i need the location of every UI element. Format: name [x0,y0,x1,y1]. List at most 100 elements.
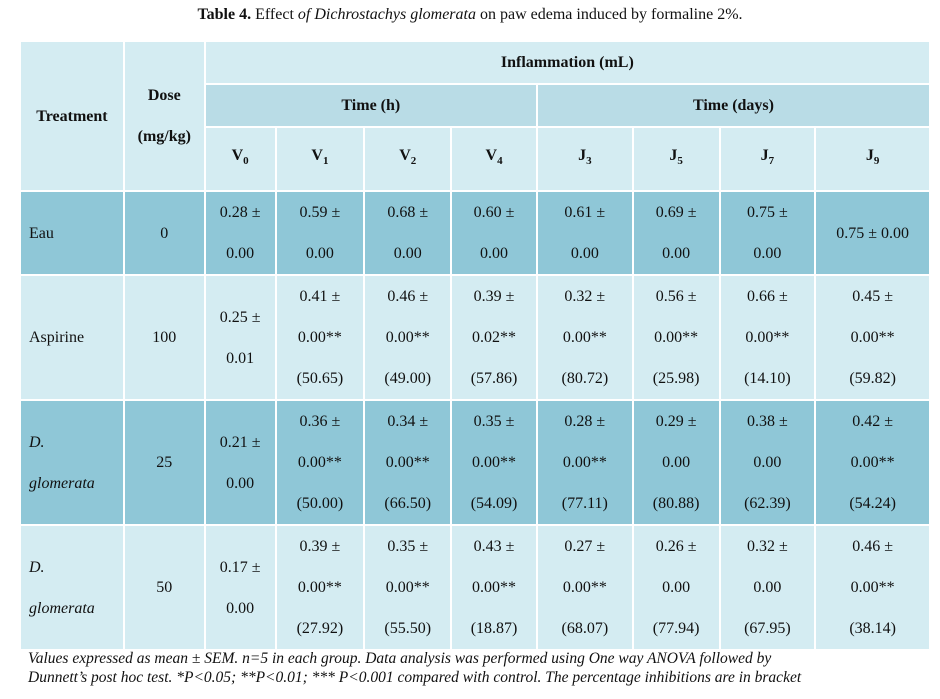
value-line: 0.28 ± [219,204,261,221]
value-cell: 0.66 ± 0.00** (14.10) [718,274,817,401]
caption-pre: Effect [251,6,298,23]
value-line: (80.72) [561,370,609,387]
value-cell: 0.29 ± 0.00 (80.88) [631,399,721,526]
column-header-base: V [485,147,498,165]
column-header-sub: 4 [497,155,503,168]
dose-cell: 25 [122,399,206,526]
value-line: 0.00 [226,245,255,262]
value-line: 0.00** [297,329,342,346]
value-cell: 0.27 ± 0.00** (68.07) [535,524,634,651]
table-row: Aspirine 100 0.25 ± 0.01 0.41 ± 0.00** (50.65)… [19,274,931,401]
value-line: 0.00 [393,245,422,262]
value-cell: 0.43 ± 0.00** (18.87) [450,524,538,651]
value-line: 0.00 [305,245,334,262]
value-cell: 0.75 ± 0.00 [814,190,931,276]
value-line: (77.94) [652,620,700,637]
value-line: (54.09) [470,495,518,512]
column-header: J3 [535,126,634,192]
column-header-sub: 9 [873,155,880,168]
value-line: (14.10) [744,370,791,387]
value-line: 0.36 ± [299,413,341,430]
value-line: 0.46 ± [852,538,894,555]
treatment-line: D. [29,558,45,576]
value-line: 0.43 ± [473,538,515,555]
value-cell: 0.42 ± 0.00** (54.24) [814,399,931,526]
treatment-cell: D. glomerata [19,524,125,651]
value-line: 0.00** [472,454,517,471]
value-line: (50.00) [296,495,344,512]
treatment-cell: D. glomerata [19,399,125,526]
column-header: J7 [718,126,817,192]
value-line: 0.00 [570,245,599,262]
treatment-cell: Eau [19,190,125,276]
header-inflammation: Inflammation (mL) [203,40,932,85]
value-line: (27.92) [296,620,344,637]
value-line: 0.69 ± [655,204,697,221]
table-row: D. glomerata 25 0.21 ± 0.00 0.36 ± 0.00** (50.0… [19,399,931,526]
footnote-line1: Values expressed as mean ± SEM. n=5 in e… [28,650,772,667]
value-line: 0.00 [662,245,691,262]
value-cell: 0.32 ± 0.00** (80.72) [535,274,634,401]
footnote-line2: Dunnett’s post hoc test. *P<0.05; **P<0.… [28,669,802,686]
value-cell: 0.36 ± 0.00** (50.00) [274,399,366,526]
column-header-sub: 5 [677,155,683,168]
caption-label: Table 4. [197,6,252,23]
value-line: 0.00 [753,454,782,471]
value-line: 0.00** [385,454,430,471]
value-line: 0.02** [472,329,517,346]
value-cell: 0.38 ± 0.00 (62.39) [718,399,817,526]
value-cell: 0.68 ± 0.00 [363,190,453,276]
value-line: 0.60 ± [473,204,515,221]
value-cell: 0.45 ± 0.00** (59.82) [814,274,931,401]
value-cell: 0.59 ± 0.00 [274,190,366,276]
header-dose-line2: (mg/kg) [137,128,191,145]
value-line: 0.38 ± [747,413,788,430]
column-header-sub: 3 [586,155,592,168]
value-line: (49.00) [384,370,432,387]
column-header-base: V [311,147,323,165]
value-cell: 0.61 ± 0.00 [535,190,634,276]
value-line: 0.21 ± [219,433,261,451]
treatment-line: D. [29,433,45,451]
header-time-hours: Time (h) [203,83,538,128]
value-cell: 0.34 ± 0.00** (66.50) [363,399,453,526]
value-line: 0.17 ± [219,558,261,576]
value-cell: 0.35 ± 0.00** (54.09) [450,399,538,526]
treatment-line: glomerata [29,599,95,617]
value-line: 0.32 ± [747,538,788,555]
dose-cell: 50 [122,524,206,651]
value-line: 0.00** [850,579,895,596]
column-header-base: J [865,147,874,165]
value-line: 0.41 ± [299,288,341,305]
footnote: Values expressed as mean ± SEM. n=5 in e… [28,649,928,687]
value-line: 0.00 [753,579,782,596]
value-line: 0.00** [472,579,517,596]
value-line: 0.27 ± [564,538,606,555]
value-line: 0.00** [385,579,430,596]
value-line: (59.82) [849,370,896,387]
value-line: 0.66 ± [747,288,788,305]
value-cell: 0.28 ± 0.00** (77.11) [535,399,634,526]
value-line: 0.34 ± [387,413,429,430]
value-cell: 0.17 ± 0.00 [203,524,277,651]
column-header-sub: 7 [768,155,775,168]
value-line: (68.07) [561,620,609,637]
value-line: 0.01 [226,349,255,367]
value-line: (18.87) [470,620,518,637]
column-header: V4 [450,126,538,192]
column-header-base: J [578,147,587,165]
value-line: 0.00** [850,454,895,471]
value-cell: 0.39 ± 0.02** (57.86) [450,274,538,401]
treatment-cell: Aspirine [19,274,125,401]
value-line: 0.00 [480,245,509,262]
value-line: 0.32 ± [564,288,606,305]
value-cell: 0.56 ± 0.00** (25.98) [631,274,721,401]
value-cell: 0.26 ± 0.00 (77.94) [631,524,721,651]
value-line: 0.00 [753,245,782,262]
value-cell: 0.28 ± 0.00 [203,190,277,276]
header-row-1: Treatment Dose (mg/kg) Inflammation (mL) [19,40,932,192]
value-line: 0.00 [226,599,255,617]
value-line: (66.50) [384,495,432,512]
value-line: 0.00** [654,329,699,346]
value-line: 0.75 ± [747,204,788,221]
